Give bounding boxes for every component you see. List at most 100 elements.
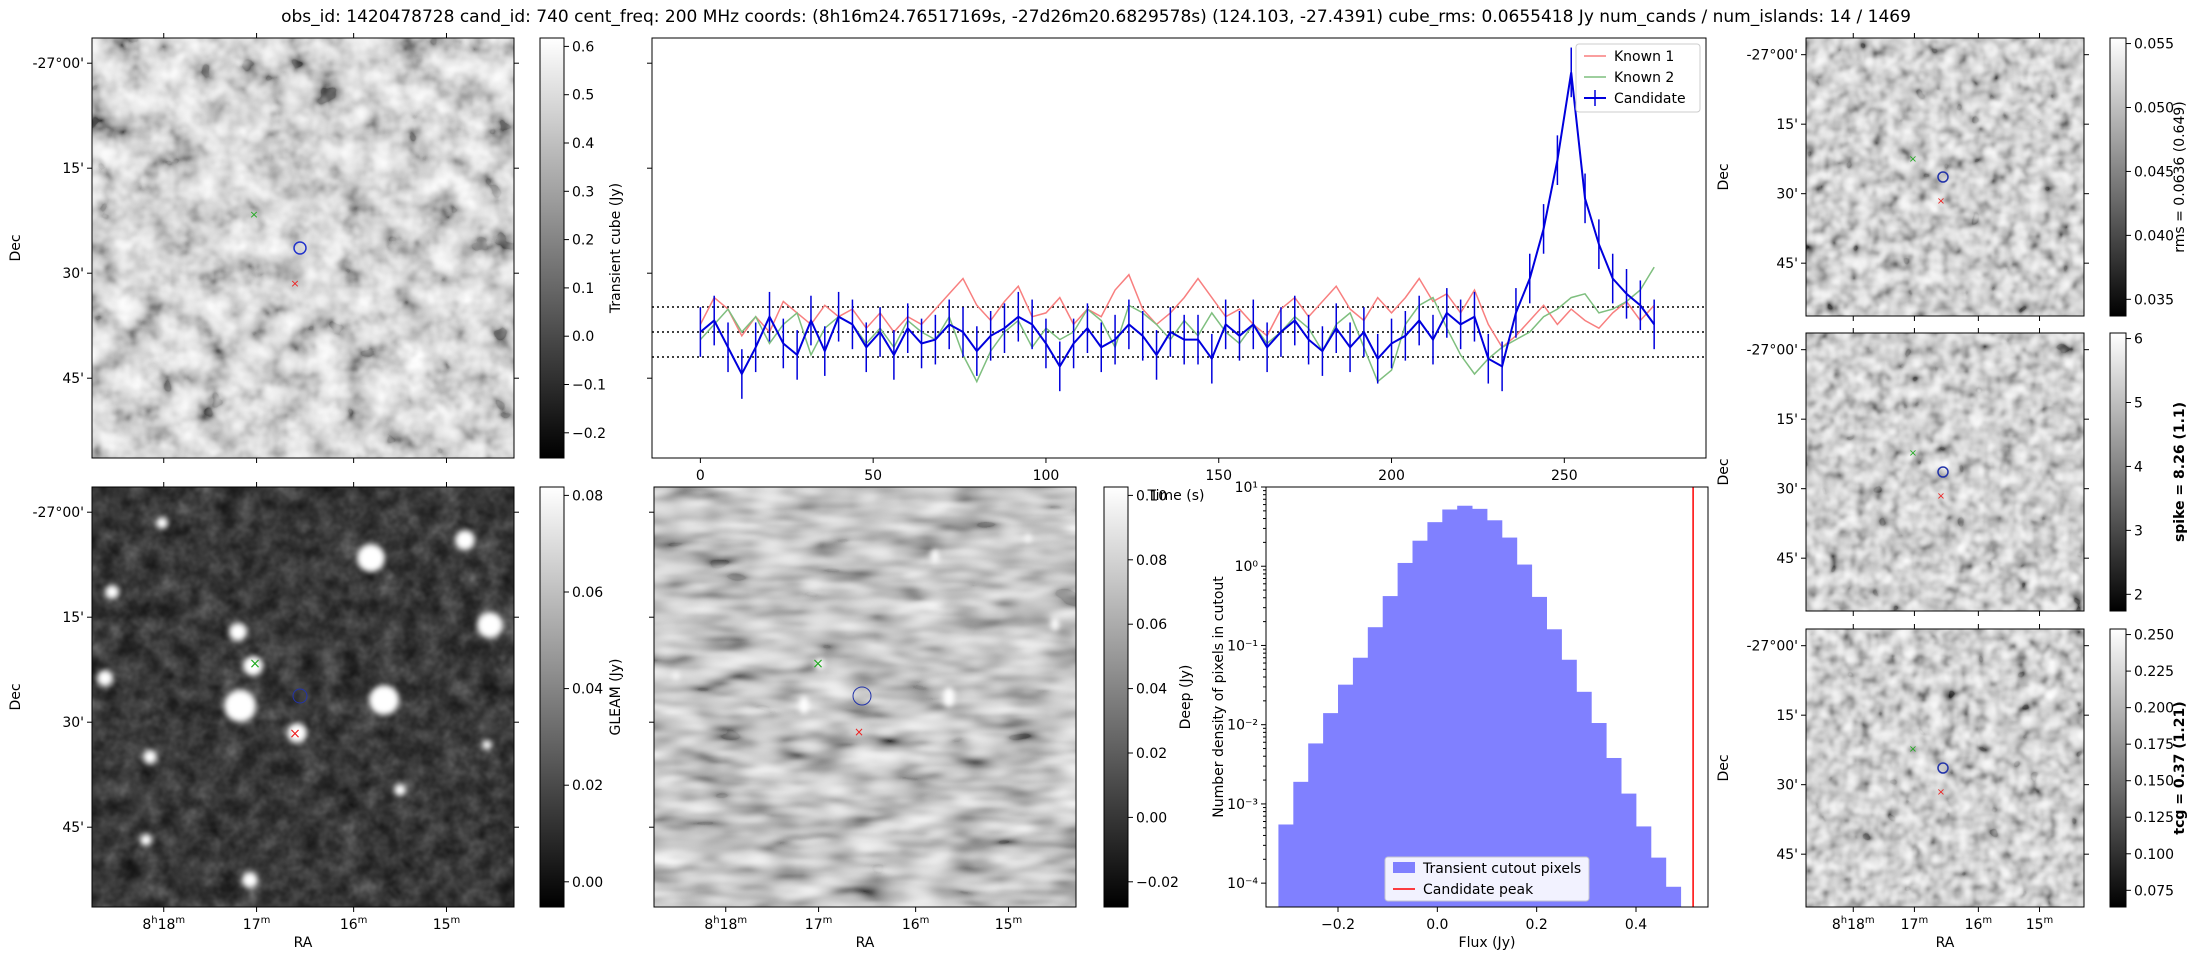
x-tick-label: 50 [864,468,882,484]
x-tick-label: 0.0 [1426,917,1448,933]
x-tick-label: 0 [696,468,705,484]
known-source-1-marker: × [1937,491,1945,502]
ra-axis-label: RA [1936,935,1955,951]
x-tick-label: 0.2 [1526,917,1548,933]
dec-tick-label: 30' [62,715,84,731]
transient-cube-image [92,38,514,458]
radio-source [287,723,307,743]
colorbar-tick-label: 0.250 [2134,628,2174,644]
candidate-island-marker [1937,762,1949,774]
radio-source [477,612,503,638]
tcg-panel: × × [1805,628,2127,908]
dec-tick-label: 30' [1776,482,1798,498]
histogram-bar [1323,713,1339,907]
histogram-bar [1352,657,1369,907]
dec-axis-label: Dec [1716,163,1732,190]
colorbar-tick-label: 0.0 [572,329,594,345]
histogram-bar [1546,629,1562,907]
series-line-known-1 [699,273,1655,349]
dec-tick-label: 45' [1776,256,1798,272]
x-tick-label: 0.4 [1625,917,1647,933]
histogram-bar [1442,509,1458,907]
known-source-1-marker: × [854,725,864,739]
histogram-bar [1382,596,1399,907]
lightcurve-legend: Known 1 Known 2 Candidate [1575,43,1701,113]
legend-candidate-peak: Candidate peak [1423,882,1534,898]
colorbar-tick-label: 0.02 [1136,746,1167,762]
known-source-2-marker: × [249,656,261,672]
radio-source [140,834,152,846]
spike-colorbar [2109,332,2127,612]
known-source-1-marker: × [290,277,299,290]
dec-axis-label: Dec [1716,458,1732,485]
dec-tick-label: 45' [1776,847,1798,863]
radio-source [156,517,168,529]
lightcurve-xlabel: Time (s) [1147,488,1205,504]
tcg-colorbar [2109,628,2127,908]
colorbar-tick-label: 0.200 [2134,701,2174,717]
known-source-1-marker: × [1937,196,1945,207]
x-tick-label: 200 [1378,468,1405,484]
radio-source [224,690,256,722]
histogram-bar [1367,627,1384,907]
histogram-bar [1650,857,1667,907]
histogram-panel: −0.2 0.0 0.2 0.4 10⁻⁴ 10⁻³ 10⁻² 10⁻¹ 10⁰ 10¹ Tran… [1211,480,1709,951]
candidate-island-marker [1937,171,1949,183]
colorbar-tick-label: 5 [2134,396,2143,412]
colorbar-label: Deep (Jy) [1178,665,1194,730]
colorbar-label: spike = 8.26 (1.1) [2172,402,2188,542]
gleam-panel: × × [91,486,515,908]
spike-panel: × × [1805,332,2127,612]
histogram-frame [1265,486,1709,908]
dec-tick-label: -27°00' [32,56,84,72]
histogram-bar [1621,793,1637,907]
colorbar-tick-label: 0.035 [2134,292,2174,308]
colorbar-tick-label: 6 [2134,332,2143,348]
histogram-bar [1427,522,1443,907]
colorbar-tick-label: −0.2 [572,426,606,442]
colorbar-tick-label: −0.1 [572,378,606,394]
radio-source [1051,617,1059,631]
y-tick-label: 10⁻² [1227,718,1258,734]
colorbar-tick-label: 0.08 [1136,553,1167,569]
figure-title: obs_id: 1420478728 cand_id: 740 cent_fre… [281,7,1911,27]
dec-axis-label: Dec [1716,754,1732,781]
radio-source [243,656,263,676]
radio-source [143,750,157,764]
histogram-bar [1293,781,1309,907]
ra-tick-label: 16m [340,915,368,933]
legend-known-2: Known 2 [1614,70,1674,86]
histogram-bar [1561,659,1577,907]
dec-tick-label: 45' [62,820,84,836]
dec-tick-label: -27°00' [32,505,84,521]
lightcurve-panel: 0 50 100 150 200 250 Known 1 Known 2 Candidat… [647,37,1707,504]
histogram-bar [1606,757,1622,907]
dec-tick-label: 15' [1776,708,1798,724]
radio-source [931,549,939,563]
dec-tick-label: 30' [1776,187,1798,203]
legend-transient-pixels: Transient cutout pixels [1422,861,1581,877]
rms-image [1806,38,2084,316]
known-source-2-marker: × [249,208,258,221]
colorbar-label: rms = 0.0636 (0.649) [2172,101,2188,253]
ra-tick-label: 17m [243,915,271,933]
gleam-colorbar [539,486,565,908]
histogram-bar [1487,520,1503,907]
histogram-bar [1412,540,1428,907]
ra-tick-label: 17m [1901,915,1929,933]
colorbar-tick-label: 0.175 [2134,737,2174,753]
y-tick-label: 10⁻⁴ [1227,876,1258,892]
transient-cube-colorbar [539,37,565,459]
deep-image [654,487,1076,907]
histogram-bar [1338,684,1354,907]
colorbar-tick-label: 0.4 [572,136,594,152]
colorbar-tick-label: 0.125 [2134,810,2174,826]
candidate-island-marker [293,241,307,255]
dec-axis-label: Dec [8,683,24,710]
candidate-island-marker [852,686,872,706]
colorbar-tick-label: 0.10 [1136,488,1167,504]
colorbar-tick-label: 0.3 [572,184,594,200]
ra-tick-label: 16m [902,915,930,933]
histogram-bar [1457,505,1473,907]
